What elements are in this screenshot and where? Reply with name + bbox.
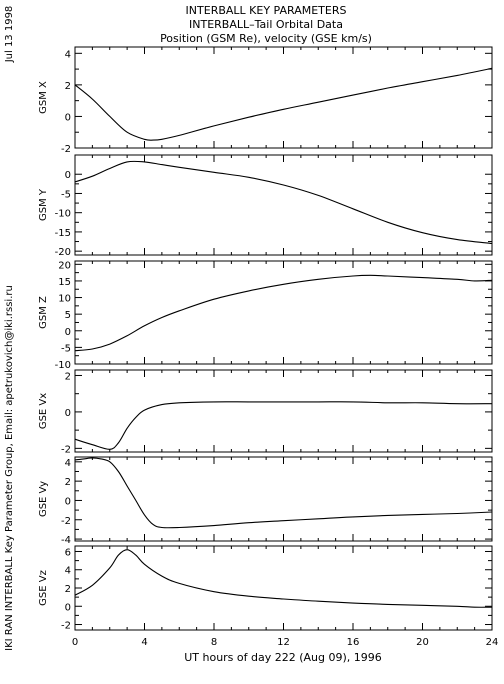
panel-frame <box>74 456 493 542</box>
x-tick-label: 24 <box>486 637 499 648</box>
panel-frame <box>74 154 493 256</box>
y-tick-label: 0 <box>65 408 71 419</box>
x-tick-label: 16 <box>347 637 360 648</box>
y-tick-label: 0 <box>65 496 71 507</box>
y-tick-label: -5 <box>61 343 71 354</box>
credit-label: IKI RAN INTERBALL Key Parameter Group, E… <box>4 285 15 651</box>
panel-frame <box>74 46 493 149</box>
panel-frame <box>74 260 493 365</box>
y-tick-label: -10 <box>55 360 71 371</box>
y-tick-label: 2 <box>65 477 71 488</box>
y-tick-label: 10 <box>58 294 71 305</box>
y-tick-label: 6 <box>65 547 71 558</box>
title-line-2: INTERBALL–Tail Orbital Data <box>189 18 343 31</box>
y-tick-label: 2 <box>65 584 71 595</box>
y-tick-label: 0 <box>65 112 71 123</box>
y-tick-label: -10 <box>55 209 71 220</box>
y-tick-label: 4 <box>65 458 71 469</box>
series-line-2 <box>74 160 493 245</box>
panel-frame <box>74 545 493 631</box>
x-tick-label: 8 <box>211 637 217 648</box>
x-axis-label: UT hours of day 222 (Aug 09), 1996 <box>184 651 382 664</box>
y-tick-label: -2 <box>61 144 71 155</box>
y-tick-label: -20 <box>55 247 71 258</box>
x-tick-label: 4 <box>141 637 147 648</box>
y-tick-label: 20 <box>58 260 71 271</box>
series-line-1 <box>74 67 493 141</box>
y-tick-label: 0 <box>65 602 71 613</box>
y-tick-label: -4 <box>61 535 71 546</box>
y-axis-label: GSE Vx <box>38 393 49 429</box>
y-tick-label: 4 <box>65 566 71 577</box>
y-tick-label: 0 <box>65 327 71 338</box>
y-tick-label: -2 <box>61 444 71 455</box>
y-tick-label: 2 <box>65 371 71 382</box>
x-tick-label: 0 <box>72 637 78 648</box>
panel-frame <box>74 369 493 453</box>
y-tick-label: -2 <box>61 516 71 527</box>
y-tick-label: -5 <box>61 189 71 200</box>
x-tick-label: 12 <box>277 637 290 648</box>
y-axis-label: GSM X <box>38 81 49 114</box>
series-line-5 <box>74 457 493 529</box>
series-line-6 <box>74 549 493 608</box>
series-line-3 <box>74 274 493 352</box>
y-tick-label: 5 <box>65 310 71 321</box>
date-label: Jul 13 1998 <box>4 6 15 64</box>
y-tick-label: 2 <box>65 81 71 92</box>
y-tick-label: 4 <box>65 49 71 60</box>
y-axis-label: GSM Y <box>38 188 49 221</box>
y-axis-label: GSE Vy <box>38 481 49 517</box>
series-line-4 <box>74 401 493 450</box>
y-tick-label: 15 <box>58 277 71 288</box>
y-tick-label: 0 <box>65 170 71 181</box>
title-line-1: INTERBALL KEY PARAMETERS <box>186 4 347 17</box>
title-line-3: Position (GSM Re), velocity (GSE km/s) <box>160 32 372 45</box>
y-axis-label: GSM Z <box>38 296 49 329</box>
x-tick-label: 20 <box>416 637 429 648</box>
y-tick-label: -2 <box>61 621 71 632</box>
y-tick-label: -15 <box>55 228 71 239</box>
y-axis-label: GSE Vz <box>38 570 49 606</box>
